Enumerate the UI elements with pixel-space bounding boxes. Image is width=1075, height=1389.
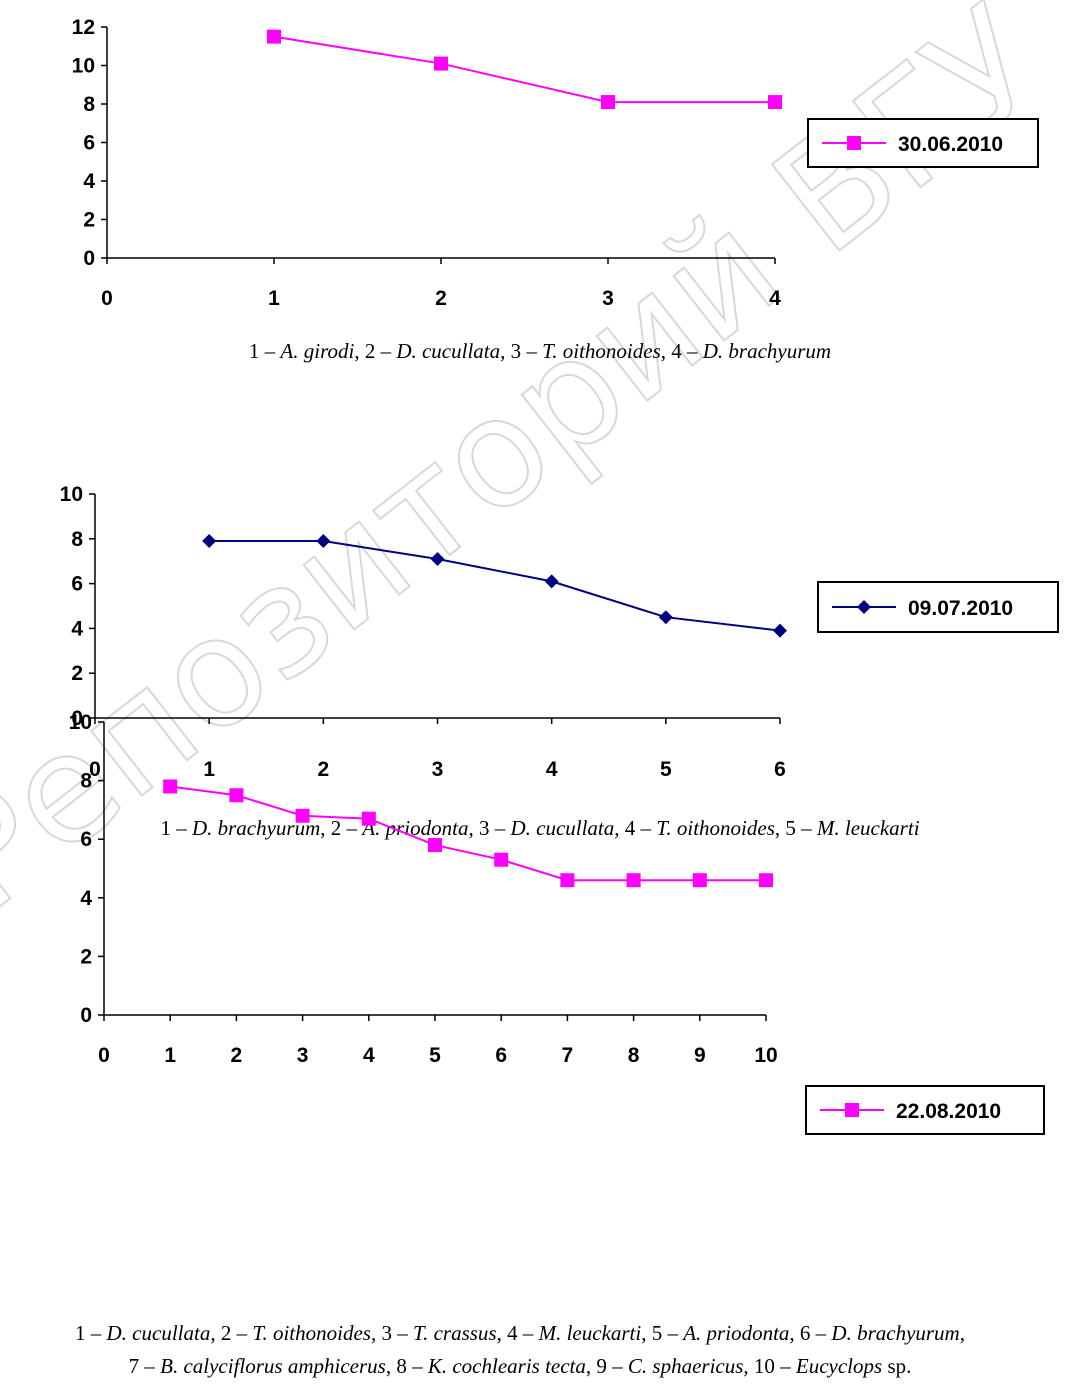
x-tick-label: 1 <box>268 287 280 310</box>
x-tick-label: 0 <box>98 1044 110 1067</box>
data-point <box>316 534 331 549</box>
y-tick-label: 2 <box>71 662 83 685</box>
data-point <box>163 779 178 794</box>
y-tick-label: 8 <box>83 93 95 116</box>
y-tick-label: 8 <box>71 528 83 551</box>
x-tick-label: 6 <box>774 758 786 781</box>
x-tick-label: 4 <box>363 1044 375 1067</box>
data-point <box>430 551 445 566</box>
y-tick-label: 0 <box>83 247 95 270</box>
data-point <box>295 808 310 823</box>
x-tick-label: 6 <box>495 1044 507 1067</box>
data-point <box>267 29 281 44</box>
x-tick-label: 4 <box>546 758 558 781</box>
data-point <box>494 852 509 867</box>
x-tick-label: 1 <box>164 1044 176 1067</box>
data-point <box>544 574 559 589</box>
legend-label: 09.07.2010 <box>908 597 1013 620</box>
legend-label: 30.06.2010 <box>898 133 1003 156</box>
y-tick-label: 0 <box>80 1004 92 1027</box>
x-tick-label: 8 <box>628 1044 640 1067</box>
chart-caption: 1 – A. girodi, 2 – D. cucullata, 3 – T. … <box>249 339 831 363</box>
y-tick-label: 2 <box>80 945 92 968</box>
data-point <box>202 534 217 549</box>
chart-caption: 1 – D. brachyurum, 2 – A. priodonta, 3 –… <box>160 816 919 840</box>
x-tick-label: 7 <box>562 1044 574 1067</box>
y-tick-label: 4 <box>83 170 95 193</box>
data-point <box>434 56 448 71</box>
legend-marker <box>857 600 871 614</box>
series-line <box>273 35 775 104</box>
x-tick-label: 2 <box>435 287 447 310</box>
y-tick-label: 10 <box>69 711 92 734</box>
y-tick-label: 4 <box>71 617 83 640</box>
series-line <box>170 785 766 882</box>
data-point <box>361 811 376 826</box>
x-tick-label: 4 <box>769 287 781 310</box>
data-point <box>626 873 641 888</box>
x-tick-label: 5 <box>660 758 672 781</box>
x-tick-label: 10 <box>754 1044 777 1067</box>
x-tick-label: 2 <box>231 1044 243 1067</box>
x-tick-label: 3 <box>432 758 444 781</box>
x-tick-label: 1 <box>203 758 215 781</box>
x-tick-label: 0 <box>101 287 113 310</box>
y-tick-label: 10 <box>72 55 95 78</box>
x-tick-label: 9 <box>694 1044 706 1067</box>
y-tick-label: 6 <box>71 573 83 596</box>
data-point <box>759 873 773 888</box>
x-tick-label: 3 <box>602 287 614 310</box>
y-tick-label: 10 <box>60 483 83 506</box>
x-tick-label: 0 <box>89 758 101 781</box>
y-tick-label: 2 <box>83 209 95 232</box>
data-point <box>773 623 787 638</box>
y-tick-label: 12 <box>72 16 95 39</box>
chart-caption: 7 – B. calyciflorus amphicerus, 8 – K. c… <box>129 1354 912 1378</box>
data-point <box>229 788 244 803</box>
y-tick-label: 6 <box>80 828 92 851</box>
y-tick-label: 4 <box>80 887 92 910</box>
data-point <box>428 838 442 853</box>
data-point <box>768 95 782 110</box>
series-line <box>209 540 781 632</box>
data-point <box>601 95 615 110</box>
data-point <box>692 873 707 888</box>
x-tick-label: 3 <box>297 1044 309 1067</box>
legend-label: 22.08.2010 <box>896 1100 1001 1123</box>
y-tick-label: 0 <box>71 707 83 730</box>
x-tick-label: 2 <box>317 758 329 781</box>
x-tick-label: 5 <box>429 1044 441 1067</box>
data-point <box>658 610 673 625</box>
legend-marker <box>845 1103 859 1117</box>
data-point <box>560 873 575 888</box>
y-tick-label: 8 <box>80 770 92 793</box>
y-tick-label: 6 <box>83 132 95 155</box>
legend-marker <box>847 136 861 150</box>
chart-caption: 1 – D. cucullata, 2 – T. oithonoides, 3 … <box>75 1321 965 1345</box>
